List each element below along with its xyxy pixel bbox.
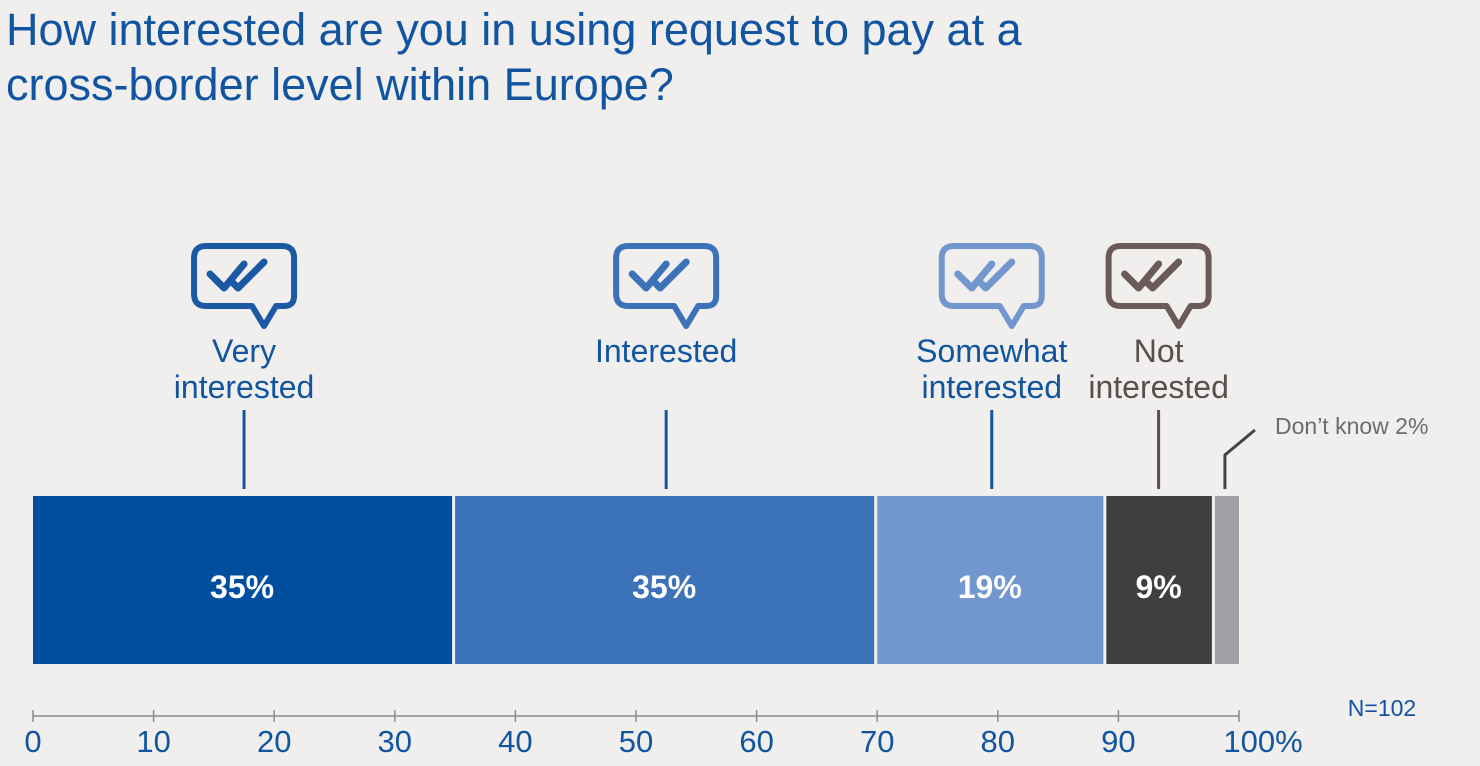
x-tick-label: 40	[498, 724, 532, 759]
value-label: 35%	[632, 569, 696, 605]
chart-title: How interested are you in using request …	[6, 4, 1022, 110]
bar-segment	[1106, 496, 1212, 664]
chat-bubble-outline	[613, 243, 720, 329]
bar-segment	[1214, 496, 1239, 664]
check-mark	[628, 260, 670, 292]
check-mark	[650, 258, 690, 292]
category-label: interested	[174, 369, 315, 405]
category-label: Somewhat	[916, 333, 1067, 369]
x-tick-label: 10	[136, 724, 170, 759]
bar-segment	[33, 496, 453, 664]
bar-segment	[877, 496, 1104, 664]
bar-segment	[455, 496, 875, 664]
check-mark	[954, 260, 996, 292]
value-label: 19%	[958, 569, 1022, 605]
check-chat-icon	[1105, 243, 1212, 329]
x-tick-label: 60	[739, 724, 773, 759]
check-mark	[228, 258, 268, 292]
x-tick-label: 20	[257, 724, 291, 759]
bar-segments: 35% 35% 19% 9%	[33, 496, 1239, 664]
x-tick-label: 0	[24, 724, 41, 759]
sample-size-note: N=102	[1348, 695, 1416, 721]
check-mark	[976, 258, 1016, 292]
category-label: Not	[1134, 333, 1184, 369]
x-tick-label: 100%	[1223, 724, 1302, 759]
chat-bubble-outline	[1105, 243, 1212, 329]
category-label: Very	[212, 333, 276, 369]
category-label: Interested	[595, 333, 737, 369]
x-tick-label: 80	[981, 724, 1015, 759]
value-label: 9%	[1135, 569, 1181, 605]
x-tick-label: 90	[1101, 724, 1135, 759]
category-label: Don’t know 2%	[1275, 413, 1428, 439]
check-mark	[1121, 260, 1163, 292]
chat-bubble-outline	[191, 243, 298, 329]
check-mark	[206, 260, 248, 292]
x-tick-label: 70	[860, 724, 894, 759]
x-tick-label: 50	[619, 724, 653, 759]
category-label: interested	[922, 369, 1063, 405]
check-mark	[1143, 258, 1183, 292]
leader-line	[1223, 428, 1256, 489]
category-label: interested	[1088, 369, 1229, 405]
value-label: 35%	[210, 569, 274, 605]
check-chat-icon	[613, 243, 720, 329]
check-chat-icon	[191, 243, 298, 329]
x-axis: 0 10 20 30 40 50 60 70 80 90 100%	[24, 710, 1303, 759]
x-tick-label: 30	[378, 724, 412, 759]
chat-bubble-outline	[938, 243, 1045, 329]
check-chat-icon	[938, 243, 1045, 329]
